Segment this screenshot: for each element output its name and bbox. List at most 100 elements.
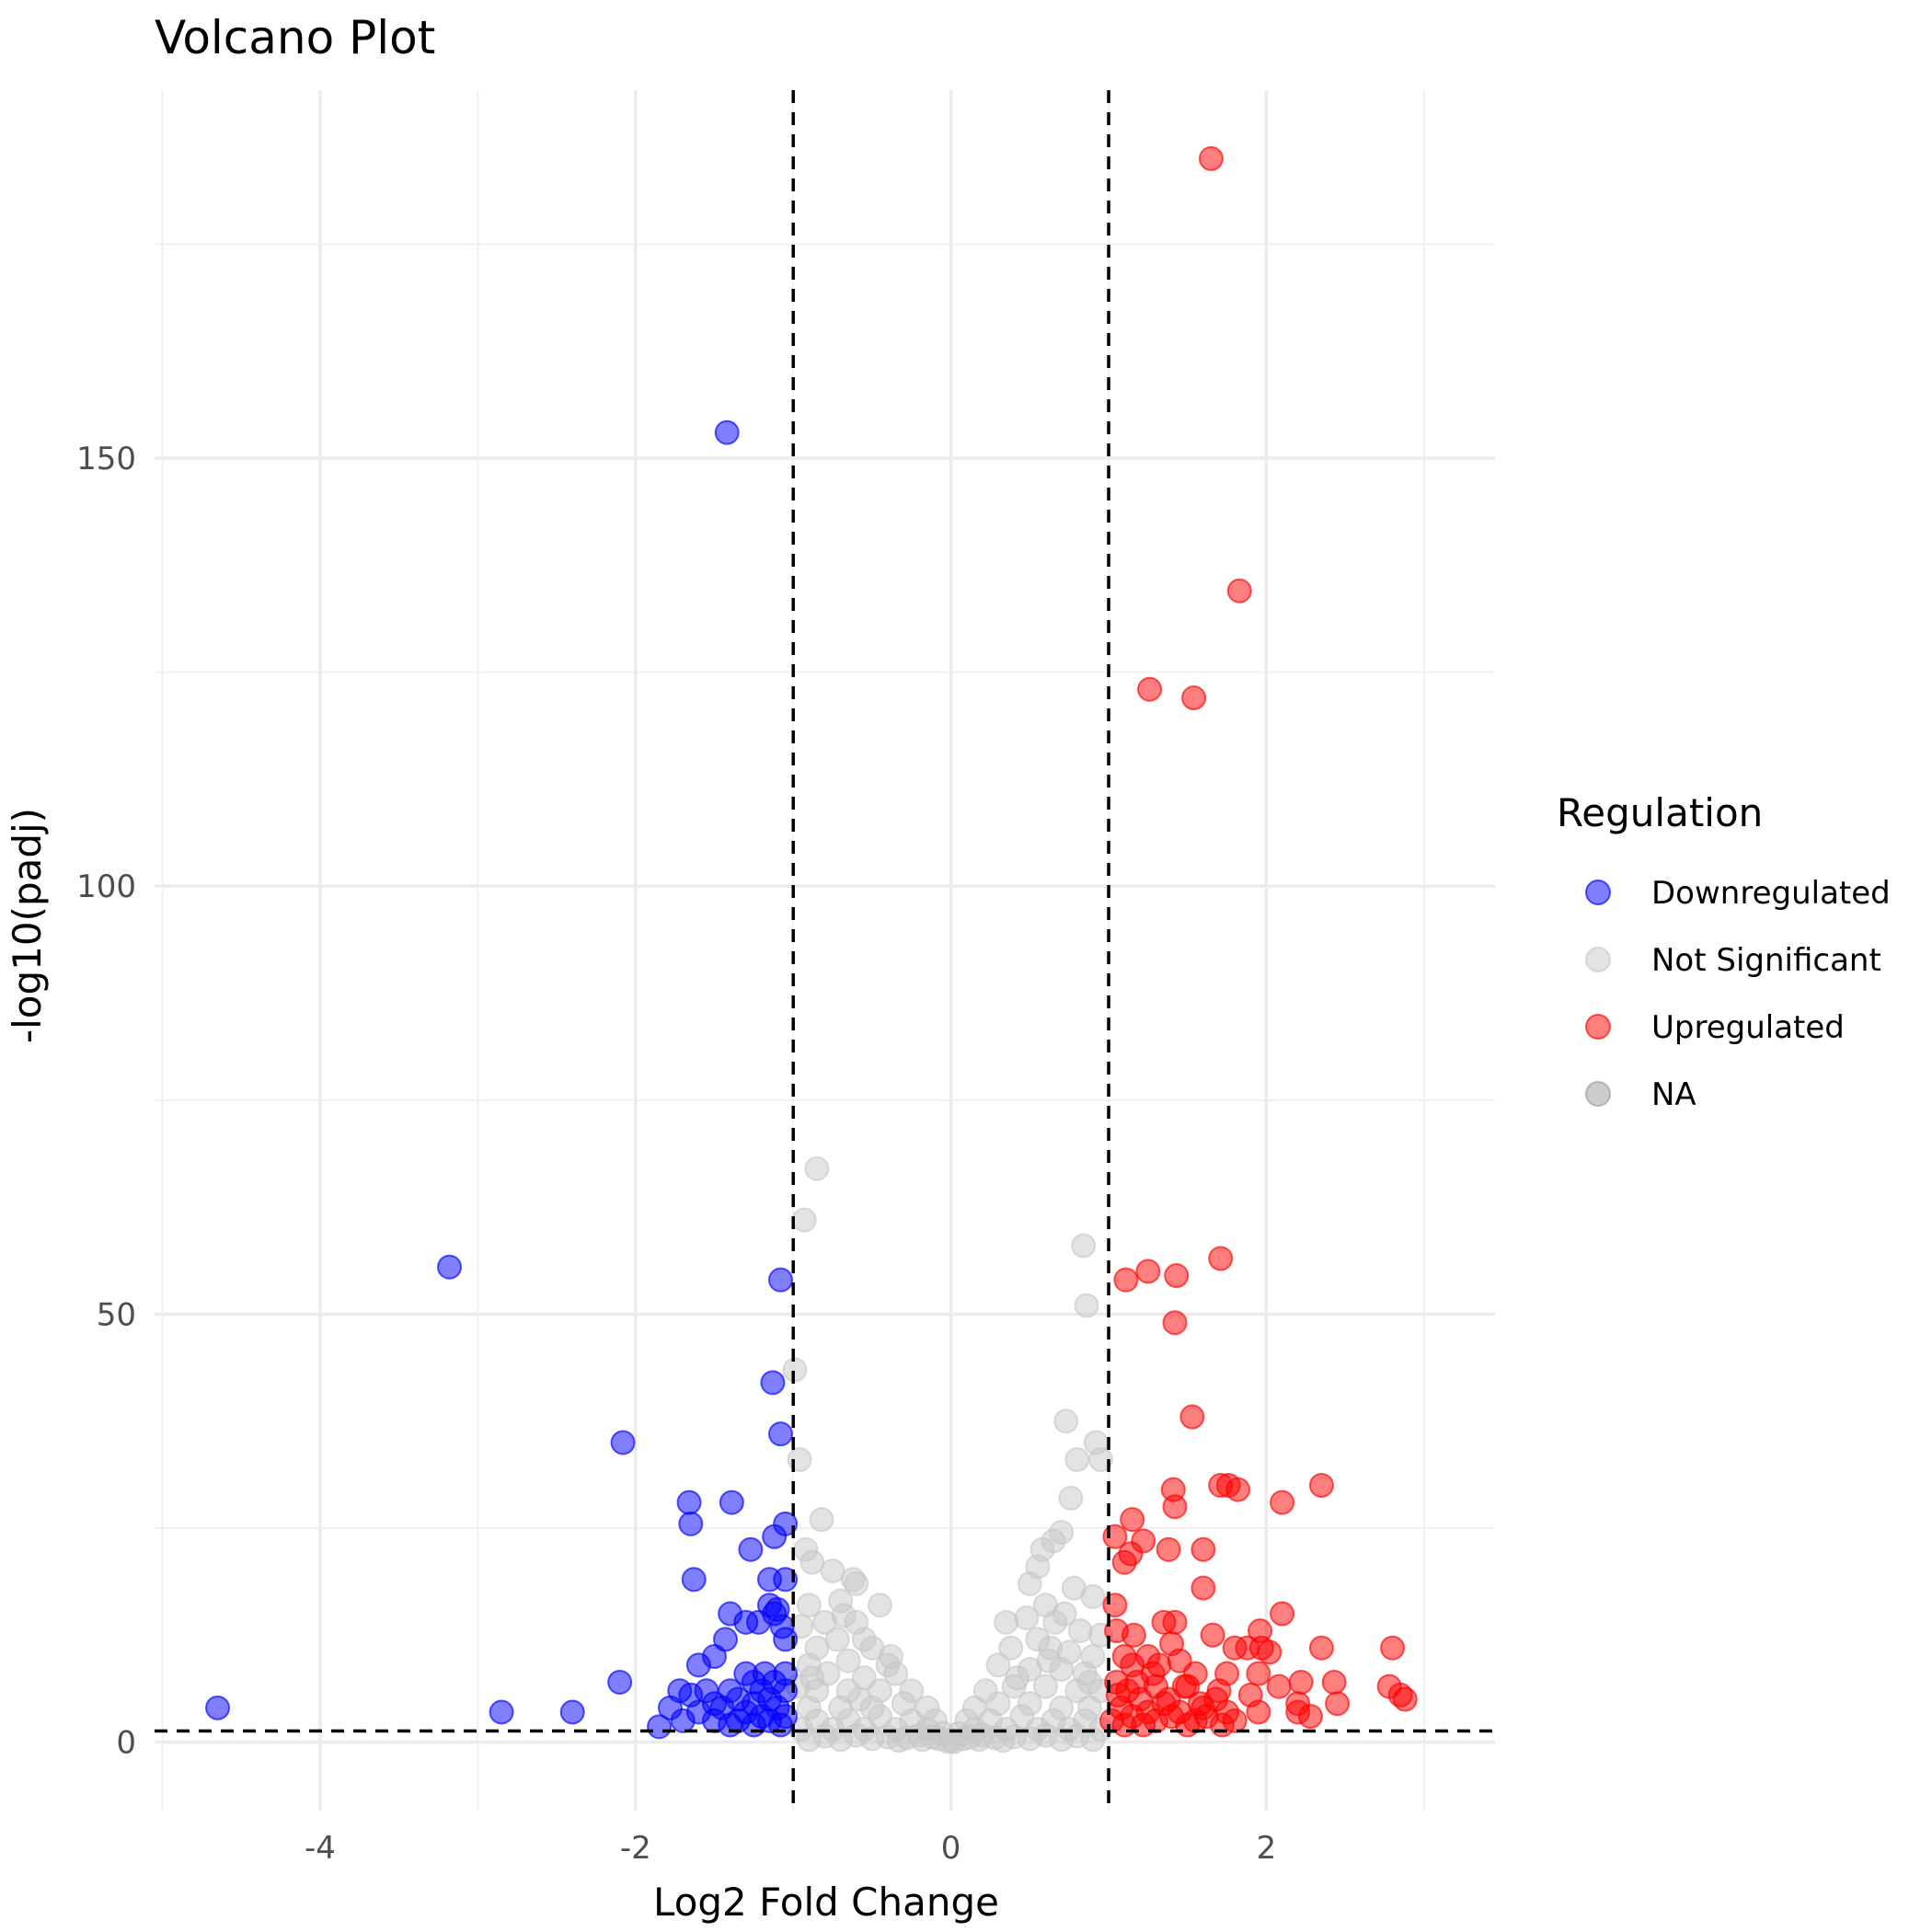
x-axis-label: Log2 Fold Change (653, 1880, 999, 1925)
legend-label: Not Significant (1651, 942, 1881, 979)
x-tick-label: 2 (1257, 1830, 1277, 1867)
y-tick-label: 150 (76, 441, 136, 477)
data-point (796, 1593, 822, 1618)
data-point (1135, 1259, 1161, 1284)
data-point (1190, 1536, 1216, 1562)
data-point (1017, 1726, 1042, 1752)
data-point (835, 1648, 861, 1673)
data-point (1392, 1686, 1418, 1712)
data-point (1067, 1618, 1093, 1644)
data-point (1111, 1549, 1137, 1575)
data-point (1058, 1485, 1084, 1511)
data-point (1246, 1661, 1271, 1686)
data-point (718, 1712, 743, 1738)
data-point (831, 1603, 857, 1628)
data-point (678, 1511, 704, 1536)
legend: Regulation Downregulated Not Significant U… (1557, 790, 1891, 1113)
data-point (1080, 1583, 1106, 1609)
data-point (1270, 1601, 1295, 1627)
data-point (768, 1267, 794, 1293)
legend-label: Downregulated (1651, 875, 1891, 912)
data-point (1140, 1661, 1166, 1686)
data-point (886, 1728, 912, 1754)
data-point (773, 1627, 799, 1652)
data-point (760, 1370, 786, 1396)
data-point (1257, 1639, 1282, 1665)
y-tick-label: 100 (76, 868, 136, 905)
legend-title: Regulation (1557, 790, 1763, 835)
data-point (1071, 1233, 1097, 1259)
data-point (1200, 1622, 1225, 1648)
data-point (1288, 1669, 1314, 1695)
data-point (1222, 1708, 1248, 1733)
data-point (1074, 1293, 1099, 1318)
data-point (762, 1524, 788, 1549)
data-point (205, 1695, 231, 1720)
data-point (1032, 1673, 1058, 1699)
data-point (1005, 1665, 1030, 1691)
threshold-lines (155, 90, 1495, 1811)
data-point (1156, 1536, 1181, 1562)
data-point (1120, 1507, 1145, 1533)
data-point (994, 1609, 1019, 1635)
data-point (1226, 578, 1252, 604)
data-point (1325, 1691, 1351, 1717)
data-point (437, 1254, 463, 1280)
data-point (773, 1567, 799, 1593)
data-point (670, 1708, 696, 1733)
data-point (1053, 1409, 1079, 1434)
data-point (1297, 1704, 1323, 1730)
data-point (990, 1728, 1016, 1754)
data-point (985, 1652, 1011, 1678)
data-point (610, 1430, 636, 1455)
data-point (607, 1669, 633, 1695)
data-point (791, 1207, 817, 1233)
data-point (820, 1558, 845, 1584)
data-point (935, 1729, 960, 1754)
data-point (1042, 1609, 1068, 1635)
data-point (1179, 1404, 1205, 1430)
data-point (746, 1609, 772, 1635)
data-point (1308, 1472, 1334, 1498)
data-point (1102, 1593, 1128, 1618)
data-point (1171, 1673, 1197, 1699)
data-point (844, 1570, 869, 1596)
x-tick-label: 0 (941, 1830, 961, 1867)
data-point (741, 1712, 766, 1738)
data-point (685, 1652, 711, 1678)
data-point (489, 1699, 514, 1725)
data-point (998, 1635, 1024, 1661)
x-tick-label: -2 (620, 1830, 651, 1867)
y-tick-label: 50 (97, 1296, 136, 1333)
data-point (846, 1686, 872, 1712)
data-point (1246, 1699, 1271, 1725)
data-point (647, 1714, 673, 1740)
data-point (681, 1567, 707, 1593)
y-tick-label: 0 (116, 1725, 136, 1762)
data-point (1162, 1494, 1188, 1520)
legend-items: Downregulated Not Significant Upregulated N… (1585, 875, 1891, 1113)
data-point (1087, 1447, 1113, 1473)
data-point (676, 1489, 702, 1515)
data-point (1014, 1605, 1040, 1631)
data-point (768, 1712, 794, 1738)
data-point (793, 1536, 819, 1562)
data-point (719, 1489, 744, 1515)
data-point (1076, 1669, 1102, 1695)
data-point (1198, 145, 1224, 171)
data-point (1080, 1727, 1106, 1753)
data-point (714, 420, 740, 445)
data-point (787, 1447, 812, 1473)
data-point (559, 1699, 585, 1725)
data-point (804, 1156, 830, 1181)
data-point (859, 1726, 885, 1752)
data-point (878, 1644, 903, 1670)
legend-label: Upregulated (1651, 1009, 1845, 1046)
legend-swatch (1585, 880, 1611, 905)
chart-title: Volcano Plot (155, 11, 435, 64)
data-point (1266, 1673, 1292, 1699)
data-point (828, 1727, 854, 1753)
data-point (796, 1727, 822, 1753)
data-point (1115, 1678, 1141, 1704)
